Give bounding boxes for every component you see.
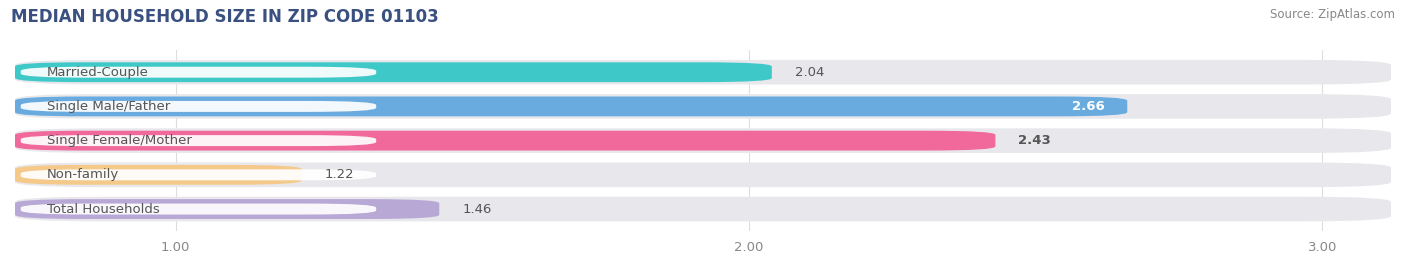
FancyBboxPatch shape bbox=[15, 197, 1391, 221]
Text: Single Female/Mother: Single Female/Mother bbox=[46, 134, 191, 147]
Text: 2.43: 2.43 bbox=[1018, 134, 1052, 147]
Text: Single Male/Father: Single Male/Father bbox=[46, 100, 170, 113]
FancyBboxPatch shape bbox=[15, 60, 1391, 84]
FancyBboxPatch shape bbox=[21, 204, 377, 214]
FancyBboxPatch shape bbox=[15, 131, 995, 151]
FancyBboxPatch shape bbox=[15, 165, 302, 185]
Text: Non-family: Non-family bbox=[46, 168, 118, 181]
FancyBboxPatch shape bbox=[15, 128, 1391, 153]
Text: 2.66: 2.66 bbox=[1071, 100, 1104, 113]
FancyBboxPatch shape bbox=[15, 97, 1128, 116]
FancyBboxPatch shape bbox=[21, 135, 377, 146]
Text: 2.04: 2.04 bbox=[794, 66, 824, 79]
Text: 1.22: 1.22 bbox=[325, 168, 354, 181]
Text: Total Households: Total Households bbox=[46, 203, 159, 215]
FancyBboxPatch shape bbox=[15, 162, 1391, 187]
FancyBboxPatch shape bbox=[15, 94, 1391, 119]
FancyBboxPatch shape bbox=[21, 67, 377, 78]
FancyBboxPatch shape bbox=[15, 62, 772, 82]
Text: MEDIAN HOUSEHOLD SIZE IN ZIP CODE 01103: MEDIAN HOUSEHOLD SIZE IN ZIP CODE 01103 bbox=[11, 8, 439, 26]
FancyBboxPatch shape bbox=[21, 169, 377, 180]
Text: Source: ZipAtlas.com: Source: ZipAtlas.com bbox=[1270, 8, 1395, 21]
Text: Married-Couple: Married-Couple bbox=[46, 66, 149, 79]
FancyBboxPatch shape bbox=[15, 199, 439, 219]
FancyBboxPatch shape bbox=[21, 101, 377, 112]
Text: 1.46: 1.46 bbox=[463, 203, 492, 215]
